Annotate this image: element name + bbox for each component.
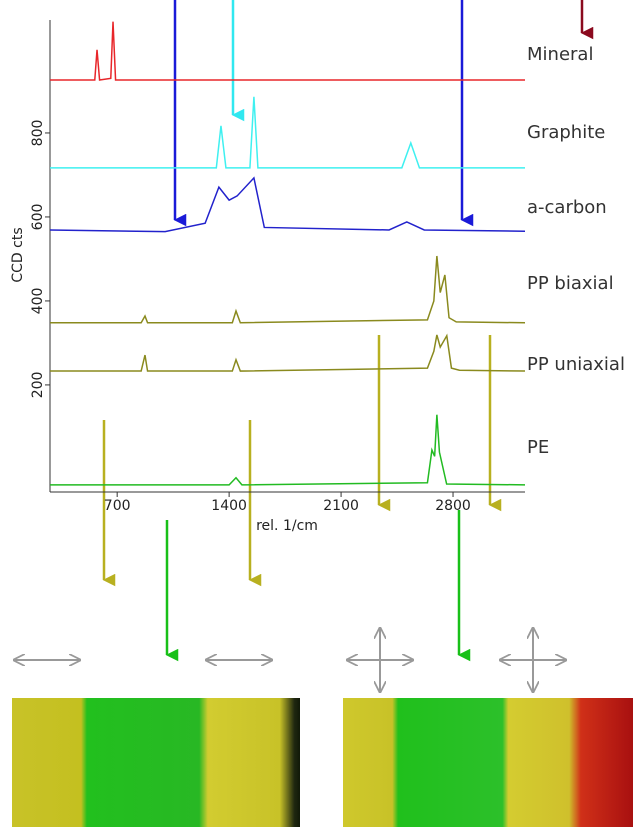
axes <box>50 20 525 492</box>
legend-label: Mineral <box>527 44 593 65</box>
y-tick-label: 200 <box>30 372 46 399</box>
x-tick-label: 2800 <box>435 498 471 514</box>
arrows <box>104 0 582 655</box>
spectrum-line <box>50 22 525 80</box>
x-tick-label: 2100 <box>323 498 359 514</box>
legend-label: PP uniaxial <box>527 354 625 375</box>
legend-label: PE <box>527 437 549 458</box>
figure: rel. 1/cm CCD cts 700 1400 2100 2800 200 400 6… <box>0 0 635 827</box>
spectrum-line <box>50 335 525 371</box>
x-tick-label: 700 <box>104 498 131 514</box>
x-tick-label: 1400 <box>211 498 247 514</box>
y-tick-label: 600 <box>30 204 46 231</box>
raman-image-right <box>343 698 633 827</box>
legend-label: a-carbon <box>527 197 607 218</box>
legend-label: PP biaxial <box>527 273 614 294</box>
spectrum-line <box>50 415 525 485</box>
y-tick-label: 400 <box>30 288 46 315</box>
spectrum-line <box>50 178 525 232</box>
spectrum-line <box>50 256 525 323</box>
y-axis-label: CCD cts <box>10 227 26 282</box>
spectrum-line <box>50 97 525 168</box>
raman-image-left <box>12 698 300 827</box>
polarization-icons <box>14 628 566 692</box>
y-tick-label: 800 <box>30 120 46 147</box>
legend-label: Graphite <box>527 122 605 143</box>
x-axis-label: rel. 1/cm <box>256 518 318 534</box>
